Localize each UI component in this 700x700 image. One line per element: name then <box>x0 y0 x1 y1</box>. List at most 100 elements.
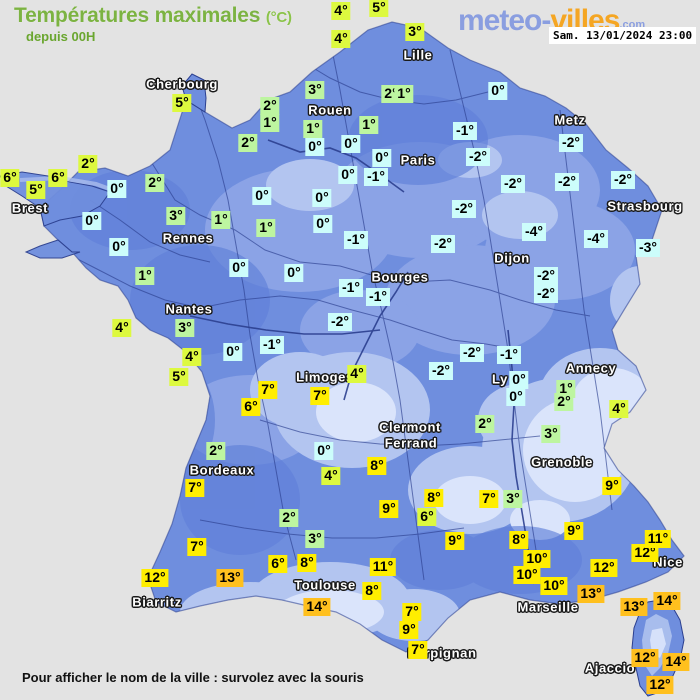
temperature-chip[interactable]: -1° <box>363 168 389 186</box>
temperature-chip[interactable]: -1° <box>452 122 478 140</box>
temperature-chip[interactable]: 12° <box>141 569 169 587</box>
temperature-chip[interactable]: 14° <box>662 653 690 671</box>
temperature-chip[interactable]: 1° <box>135 267 155 285</box>
temperature-chip[interactable]: 7° <box>402 603 422 621</box>
temperature-chip[interactable]: -2° <box>451 200 477 218</box>
temperature-chip[interactable]: 7° <box>408 641 428 659</box>
temperature-chip[interactable]: -2° <box>465 148 491 166</box>
temperature-chip[interactable]: 5° <box>172 94 192 112</box>
temperature-chip[interactable]: 8° <box>297 554 317 572</box>
temperature-chip[interactable]: -2° <box>558 134 584 152</box>
temperature-chip[interactable]: 4° <box>331 30 351 48</box>
temperature-chip[interactable]: -2° <box>430 235 456 253</box>
temperature-chip[interactable]: -2° <box>533 285 559 303</box>
temperature-chip[interactable]: 4° <box>112 319 132 337</box>
temperature-chip[interactable]: -1° <box>365 288 391 306</box>
temperature-chip[interactable]: 12° <box>646 676 674 694</box>
temperature-chip[interactable]: 0° <box>372 149 392 167</box>
temperature-chip[interactable]: 3° <box>503 490 523 508</box>
temperature-chip[interactable]: -4° <box>583 230 609 248</box>
temperature-chip[interactable]: 1° <box>359 116 379 134</box>
temperature-chip[interactable]: 13° <box>620 598 648 616</box>
temperature-chip[interactable]: 11° <box>369 558 397 576</box>
temperature-chip[interactable]: 1° <box>303 120 323 138</box>
temperature-chip[interactable]: 8° <box>367 457 387 475</box>
temperature-chip[interactable]: 0° <box>341 135 361 153</box>
temperature-chip[interactable]: 0° <box>229 259 249 277</box>
temperature-chip[interactable]: -1° <box>338 279 364 297</box>
temperature-chip[interactable]: 13° <box>216 569 244 587</box>
temperature-chip[interactable]: 2° <box>475 415 495 433</box>
temperature-chip[interactable]: 7° <box>258 381 278 399</box>
temperature-chip[interactable]: 6° <box>268 555 288 573</box>
temperature-chip[interactable]: 0° <box>313 215 333 233</box>
temperature-chip[interactable]: -1° <box>343 231 369 249</box>
temperature-chip[interactable]: 8° <box>509 531 529 549</box>
temperature-chip[interactable]: 5° <box>26 181 46 199</box>
temperature-chip[interactable]: 2° <box>554 393 574 411</box>
temperature-chip[interactable]: 9° <box>564 522 584 540</box>
temperature-chip[interactable]: 8° <box>362 582 382 600</box>
temperature-chip[interactable]: 1° <box>394 85 414 103</box>
temperature-chip[interactable]: 5° <box>169 368 189 386</box>
temperature-chip[interactable]: 0° <box>284 264 304 282</box>
temperature-chip[interactable]: -2° <box>428 362 454 380</box>
temperature-chip[interactable]: -2° <box>459 344 485 362</box>
temperature-chip[interactable]: 12° <box>631 649 659 667</box>
temperature-chip[interactable]: 9° <box>445 532 465 550</box>
temperature-chip[interactable]: 2° <box>78 155 98 173</box>
temperature-chip[interactable]: 12° <box>631 544 659 562</box>
temperature-chip[interactable]: 8° <box>424 489 444 507</box>
temperature-chip[interactable]: 0° <box>506 388 526 406</box>
temperature-chip[interactable]: 1° <box>256 219 276 237</box>
temperature-chip[interactable]: 3° <box>175 319 195 337</box>
temperature-chip[interactable]: 4° <box>609 400 629 418</box>
temperature-chip[interactable]: -4° <box>521 223 547 241</box>
temperature-chip[interactable]: 0° <box>109 238 129 256</box>
temperature-chip[interactable]: 4° <box>347 365 367 383</box>
temperature-chip[interactable]: 0° <box>312 189 332 207</box>
temperature-chip[interactable]: 6° <box>417 508 437 526</box>
temperature-chip[interactable]: 6° <box>241 398 261 416</box>
temperature-chip[interactable]: 7° <box>479 490 499 508</box>
temperature-chip[interactable]: 14° <box>303 598 331 616</box>
temperature-chip[interactable]: -2° <box>533 267 559 285</box>
temperature-chip[interactable]: 7° <box>187 538 207 556</box>
temperature-chip[interactable]: 3° <box>305 530 325 548</box>
temperature-chip[interactable]: 10° <box>540 577 568 595</box>
temperature-chip[interactable]: 12° <box>590 559 618 577</box>
temperature-chip[interactable]: 4° <box>331 2 351 20</box>
temperature-chip[interactable]: 2° <box>279 509 299 527</box>
temperature-chip[interactable]: 4° <box>321 467 341 485</box>
temperature-chip[interactable]: 2° <box>145 174 165 192</box>
temperature-chip[interactable]: 5° <box>369 0 389 17</box>
temperature-chip[interactable]: 2° <box>206 442 226 460</box>
temperature-chip[interactable]: 1° <box>211 211 231 229</box>
temperature-chip[interactable]: 13° <box>577 585 605 603</box>
temperature-chip[interactable]: 0° <box>252 187 272 205</box>
temperature-chip[interactable]: 7° <box>185 479 205 497</box>
temperature-chip[interactable]: 3° <box>541 425 561 443</box>
temperature-chip[interactable]: -1° <box>496 346 522 364</box>
temperature-chip[interactable]: 7° <box>310 387 330 405</box>
temperature-chip[interactable]: 9° <box>399 621 419 639</box>
temperature-chip[interactable]: 9° <box>602 477 622 495</box>
temperature-chip[interactable]: -2° <box>610 171 636 189</box>
temperature-chip[interactable]: 0° <box>305 138 325 156</box>
temperature-chip[interactable]: 3° <box>166 207 186 225</box>
temperature-chip[interactable]: -3° <box>635 239 661 257</box>
temperature-chip[interactable]: 3° <box>305 81 325 99</box>
temperature-chip[interactable]: -2° <box>500 175 526 193</box>
temperature-chip[interactable]: -2° <box>327 313 353 331</box>
temperature-chip[interactable]: 2° <box>260 97 280 115</box>
temperature-chip[interactable]: 0° <box>223 343 243 361</box>
temperature-chip[interactable]: 6° <box>0 169 20 187</box>
temperature-chip[interactable]: 2° <box>238 134 258 152</box>
temperature-chip[interactable]: 0° <box>488 82 508 100</box>
temperature-chip[interactable]: 0° <box>338 166 358 184</box>
temperature-chip[interactable]: 6° <box>48 169 68 187</box>
temperature-chip[interactable]: 0° <box>314 442 334 460</box>
temperature-chip[interactable]: 4° <box>182 348 202 366</box>
temperature-chip[interactable]: 0° <box>107 180 127 198</box>
